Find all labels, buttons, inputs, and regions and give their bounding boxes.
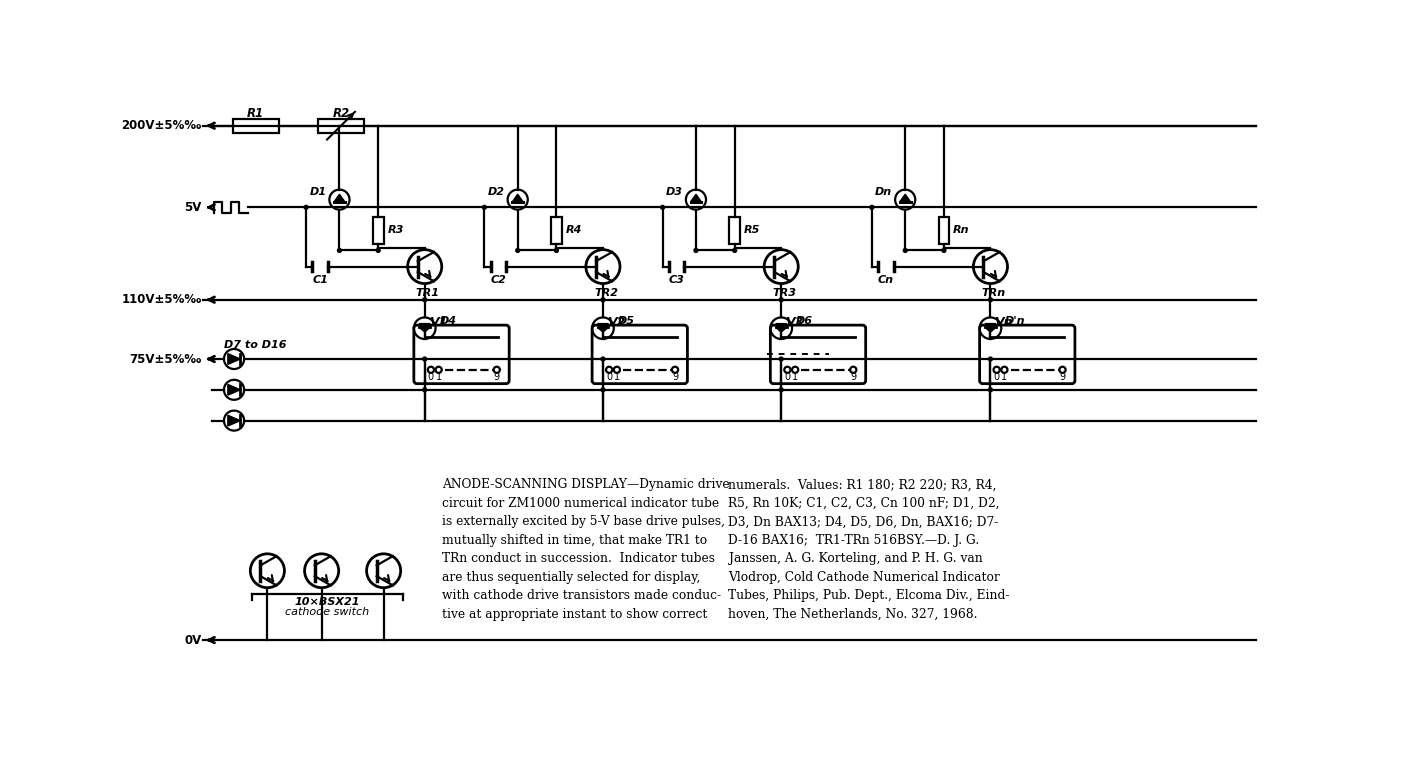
Circle shape (600, 298, 605, 302)
Text: C1: C1 (312, 275, 328, 286)
Circle shape (422, 298, 426, 302)
Text: D4: D4 (439, 316, 456, 325)
Circle shape (482, 205, 486, 209)
Text: 1: 1 (1001, 373, 1007, 383)
Circle shape (733, 248, 737, 252)
Text: Cn: Cn (878, 275, 894, 286)
Text: numerals.  Values: R1 180; R2 220; R3, R4,
R5, Rn 10K; C1, C2, C3, Cn 100 nF; D1: numerals. Values: R1 180; R2 220; R3, R4… (729, 478, 1010, 621)
Circle shape (903, 248, 907, 252)
Polygon shape (228, 354, 240, 364)
Text: 1: 1 (435, 373, 442, 383)
Text: 0: 0 (606, 373, 612, 383)
Text: 1: 1 (791, 373, 799, 383)
Circle shape (600, 388, 605, 392)
Polygon shape (512, 194, 523, 202)
Text: TR3: TR3 (773, 288, 796, 298)
Text: R5: R5 (744, 226, 760, 236)
Text: 5V: 5V (184, 201, 201, 214)
Circle shape (376, 248, 381, 252)
Text: 9: 9 (493, 373, 501, 383)
Text: R3: R3 (388, 226, 404, 236)
Polygon shape (776, 328, 787, 332)
Text: 1: 1 (613, 373, 620, 383)
Text: C3: C3 (669, 275, 684, 286)
Circle shape (988, 298, 992, 302)
Text: V3: V3 (786, 316, 803, 328)
Bar (729, 216, 740, 244)
Text: 10×BSX21: 10×BSX21 (294, 597, 359, 607)
Circle shape (660, 205, 665, 209)
Bar (372, 216, 384, 244)
Text: D7 to D16: D7 to D16 (224, 340, 287, 350)
Text: D'n: D'n (1005, 316, 1025, 325)
Polygon shape (334, 194, 345, 202)
Circle shape (555, 248, 559, 252)
Circle shape (422, 388, 426, 392)
Polygon shape (419, 328, 431, 332)
Text: 0: 0 (784, 373, 790, 383)
Text: V2: V2 (607, 316, 625, 328)
Text: 110V±5%‰: 110V±5%‰ (121, 293, 201, 307)
Text: cathode switch: cathode switch (285, 607, 369, 617)
Text: 9: 9 (850, 373, 857, 383)
Text: R1: R1 (247, 107, 264, 120)
Polygon shape (228, 415, 240, 426)
Circle shape (943, 248, 945, 252)
Polygon shape (597, 324, 609, 328)
Circle shape (304, 205, 308, 209)
Text: D5: D5 (617, 316, 635, 325)
Polygon shape (690, 194, 702, 202)
Text: R4: R4 (566, 226, 582, 236)
Text: D1: D1 (309, 187, 327, 197)
Text: Dn: Dn (876, 187, 893, 197)
Circle shape (988, 388, 992, 392)
Text: TRn: TRn (981, 288, 1005, 298)
Text: 9: 9 (1060, 373, 1065, 383)
Text: D3: D3 (666, 187, 683, 197)
Text: 0V: 0V (184, 633, 201, 647)
Text: ANODE-SCANNING DISPLAY—Dynamic drive
circuit for ZM1000 numerical indicator tube: ANODE-SCANNING DISPLAY—Dynamic drive cir… (442, 478, 729, 621)
Circle shape (779, 298, 783, 302)
Circle shape (779, 388, 783, 392)
Text: C2: C2 (491, 275, 506, 286)
Text: 0: 0 (994, 373, 1000, 383)
Text: D2: D2 (488, 187, 505, 197)
Circle shape (988, 357, 992, 361)
Text: V1: V1 (429, 316, 446, 328)
Text: 9: 9 (672, 373, 679, 383)
Text: Vn: Vn (994, 316, 1012, 328)
Circle shape (516, 248, 519, 252)
Text: 0: 0 (428, 373, 434, 383)
Text: D6: D6 (796, 316, 813, 325)
Polygon shape (419, 324, 431, 328)
Polygon shape (597, 328, 609, 332)
Circle shape (694, 248, 697, 252)
Polygon shape (985, 328, 995, 332)
Polygon shape (985, 324, 995, 328)
Polygon shape (776, 324, 787, 328)
Bar (318, 119, 364, 132)
Polygon shape (900, 194, 911, 202)
Text: 75V±5%‰: 75V±5%‰ (130, 352, 201, 366)
Text: R2: R2 (332, 107, 349, 120)
Text: 200V±5%‰: 200V±5%‰ (121, 119, 201, 132)
Bar (232, 119, 279, 132)
Circle shape (422, 357, 426, 361)
Bar (938, 216, 950, 244)
Circle shape (870, 205, 874, 209)
Polygon shape (228, 384, 240, 395)
Circle shape (600, 357, 605, 361)
Text: Rn: Rn (953, 226, 970, 236)
Text: TR1: TR1 (416, 288, 439, 298)
Text: TR2: TR2 (595, 288, 617, 298)
Circle shape (779, 357, 783, 361)
Circle shape (338, 248, 341, 252)
Bar (550, 216, 562, 244)
